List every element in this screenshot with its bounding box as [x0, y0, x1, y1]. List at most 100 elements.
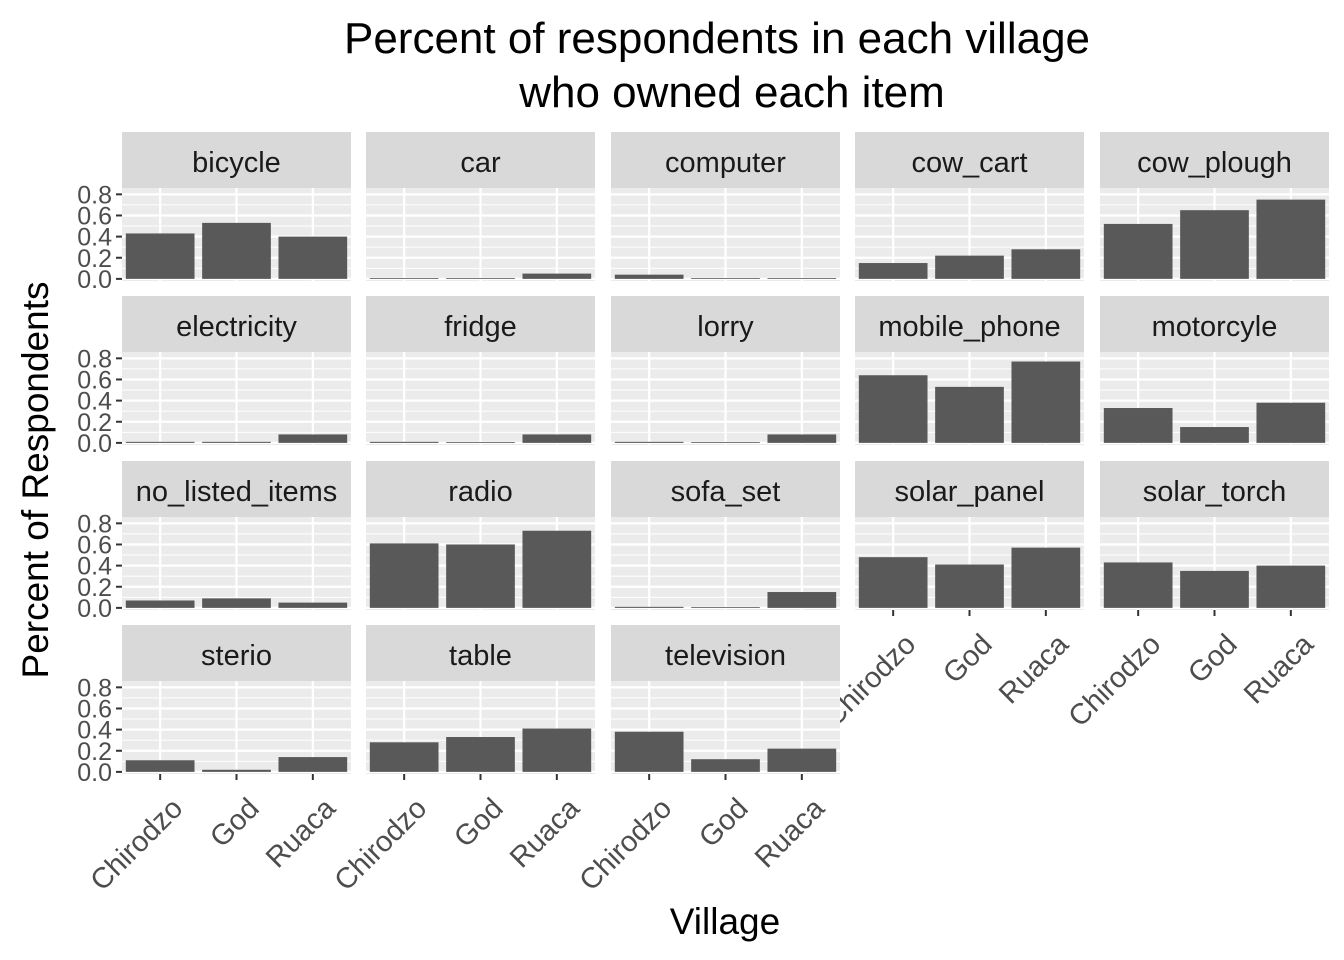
x-tick-label: Chirodzo	[574, 792, 679, 897]
chart-title: Percent of respondents in each village w…	[344, 14, 1090, 117]
facet-strip	[1100, 132, 1329, 188]
bar-God	[202, 598, 271, 608]
bar-Chirodzo	[614, 606, 684, 608]
bar-Ruaca	[1256, 199, 1326, 279]
facet-panel-electricity: electricity 0.00.20.40.60.8	[77, 296, 351, 458]
x-axis-label: Village	[670, 901, 780, 942]
facet-label: fridge	[444, 311, 517, 343]
x-tick-label: God	[204, 792, 265, 853]
bar-Chirodzo	[369, 278, 439, 279]
bar-Ruaca	[522, 273, 592, 279]
x-tick-label: Ruaca	[260, 792, 343, 875]
facet-strip	[855, 132, 1084, 188]
y-tick-label: 0.4	[77, 717, 112, 745]
y-tick-label: 0.0	[77, 759, 112, 787]
x-tick-label: God	[448, 792, 509, 853]
facet-label: no_listed_items	[136, 476, 338, 508]
y-tick-label: 0.2	[77, 245, 112, 273]
y-tick-label: 0.6	[77, 695, 112, 723]
bar-God	[1180, 427, 1249, 443]
facet-label: table	[449, 640, 512, 672]
y-tick-label: 0.4	[77, 224, 112, 252]
bar-Ruaca	[522, 530, 592, 608]
y-tick-label: 0.0	[77, 595, 112, 623]
x-tick-label: God	[937, 628, 998, 689]
bar-Chirodzo	[125, 441, 195, 443]
facet-strip	[611, 132, 840, 188]
facet-strip	[122, 625, 351, 681]
facet-strip	[366, 461, 595, 517]
bar-God	[1180, 210, 1249, 279]
bar-God	[1180, 570, 1249, 608]
facet-strip	[1100, 461, 1329, 517]
bar-God	[446, 737, 515, 772]
y-tick-label: 0.6	[77, 202, 112, 230]
bar-Ruaca	[767, 434, 837, 443]
y-tick-label: 0.6	[77, 531, 112, 559]
facet-label: television	[665, 640, 786, 672]
bar-Ruaca	[1011, 361, 1081, 443]
chart-title-line-1: Percent of respondents in each village	[344, 14, 1090, 63]
bar-God	[446, 544, 515, 608]
facet-label: sterio	[201, 640, 272, 672]
x-tick-label: Ruaca	[504, 792, 587, 875]
bar-Chirodzo	[1103, 562, 1173, 608]
facet-panel-mobile_phone: mobile_phone	[855, 296, 1084, 445]
bar-Chirodzo	[369, 742, 439, 772]
x-tick-label: Chirodzo	[85, 792, 190, 897]
facet-strip	[122, 296, 351, 352]
bar-God	[935, 564, 1004, 608]
y-tick-label: 0.2	[77, 409, 112, 437]
bar-Chirodzo	[125, 600, 195, 608]
facet-panel-fridge: fridge	[366, 296, 595, 445]
facet-label: electricity	[176, 311, 297, 343]
bar-God	[691, 759, 760, 772]
bar-Chirodzo	[614, 441, 684, 443]
bar-Ruaca	[522, 728, 592, 772]
bar-Chirodzo	[614, 731, 684, 772]
facet-label: lorry	[697, 311, 754, 343]
facet-strip	[611, 461, 840, 517]
bar-God	[446, 278, 515, 279]
bar-Chirodzo	[858, 375, 928, 443]
bar-Chirodzo	[369, 441, 439, 443]
x-tick-label: God	[693, 792, 754, 853]
facet-label: solar_panel	[895, 476, 1045, 508]
facet-strip	[122, 461, 351, 517]
facet-strip	[611, 296, 840, 352]
bar-God	[202, 441, 271, 443]
facet-label: motorcyle	[1152, 311, 1278, 343]
bar-Ruaca	[278, 434, 348, 443]
y-tick-label: 0.4	[77, 388, 112, 416]
facet-strip	[366, 625, 595, 681]
x-tick-label: God	[1182, 628, 1243, 689]
x-tick-label: Ruaca	[1238, 628, 1321, 711]
y-tick-label: 0.0	[77, 266, 112, 294]
bar-God	[446, 442, 515, 443]
chart-title-line-2: who owned each item	[518, 68, 945, 117]
bar-God	[935, 255, 1004, 279]
facet-label: mobile_phone	[878, 311, 1060, 343]
y-tick-label: 0.4	[77, 553, 112, 581]
bar-Chirodzo	[125, 760, 195, 772]
bar-Ruaca	[767, 748, 837, 772]
facet-label: computer	[665, 147, 786, 179]
facet-panel-cow_plough: cow_plough	[1100, 132, 1329, 281]
bar-Ruaca	[278, 602, 348, 608]
bar-Ruaca	[1256, 402, 1326, 443]
facet-label: cow_cart	[911, 147, 1027, 179]
facet-label: car	[460, 147, 501, 179]
y-tick-label: 0.8	[77, 510, 112, 538]
facet-strip	[366, 296, 595, 352]
facet-strip	[855, 461, 1084, 517]
facet-strip	[366, 132, 595, 188]
y-tick-label: 0.6	[77, 366, 112, 394]
facet-label: solar_torch	[1143, 476, 1286, 508]
bar-Chirodzo	[1103, 223, 1173, 279]
facet-label: sofa_set	[671, 476, 781, 508]
facet-panel-computer: computer	[611, 132, 840, 281]
facet-panel-radio: radio	[366, 461, 595, 610]
bar-Chirodzo	[858, 263, 928, 279]
